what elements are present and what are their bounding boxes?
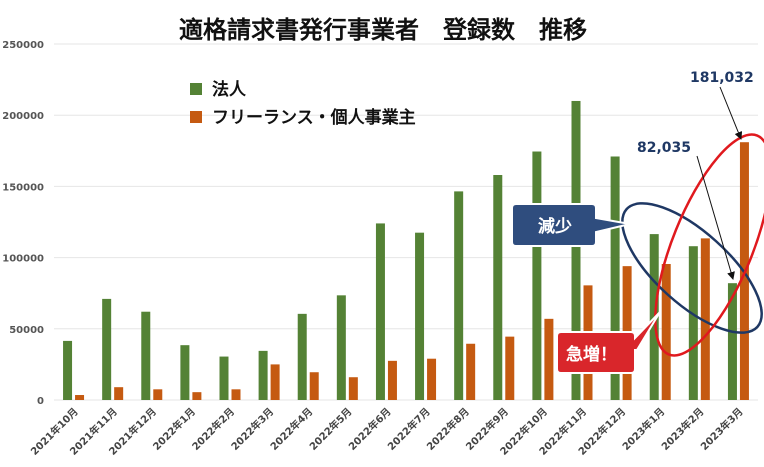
bar-corp [297, 313, 307, 400]
bar-corp [63, 340, 73, 400]
bar-indiv [231, 389, 241, 400]
bar-corp [415, 232, 425, 400]
bar-corp [688, 246, 698, 400]
bar-corp [454, 191, 464, 400]
y-axis-ticks: 0 50000 100000 150000 200000 250000 [2, 40, 44, 407]
chart-title: 適格請求書発行事業者 登録数 推移 [179, 16, 587, 44]
y-tick-label: 250000 [2, 40, 44, 51]
bar-corp [375, 223, 385, 400]
bar-indiv [700, 238, 710, 400]
y-tick-label: 50000 [9, 325, 44, 336]
bar-indiv [270, 364, 280, 400]
callout-surge: 急増！ [556, 311, 661, 374]
bar-indiv [505, 336, 515, 400]
bar-indiv [387, 360, 397, 400]
bar-corp [219, 356, 229, 400]
bar-indiv [192, 392, 202, 400]
x-axis-ticks: 2021年10月2021年11月2021年12月2022年1月2022年2月20… [28, 405, 746, 458]
title-backdrop [130, 8, 630, 44]
callout-surge-label: 急増！ [566, 344, 617, 365]
bar-indiv [661, 264, 671, 400]
bar-indiv [75, 395, 85, 400]
annotation-indiv-last: 181,032 [690, 70, 754, 86]
bar-corp [493, 175, 503, 400]
bar-indiv [114, 387, 124, 400]
bar-corp [571, 100, 581, 401]
gridlines [54, 43, 758, 401]
annotation-corp-last: 82,035 [637, 140, 691, 156]
y-tick-label: 0 [37, 396, 44, 407]
bar-corp [336, 295, 346, 400]
legend-label-corp: 法人 [212, 79, 247, 100]
annotation-corp-arrow [696, 155, 735, 280]
y-tick-label: 150000 [2, 182, 44, 193]
bar-corp [102, 298, 112, 400]
callout-decrease-label: 減少 [538, 216, 572, 237]
annotation-indiv-arrow [719, 86, 743, 140]
bar-indiv [153, 389, 163, 400]
bar-indiv [309, 372, 319, 400]
legend-label-indiv: フリーランス・個人事業主 [212, 107, 416, 128]
bar-indiv [427, 358, 437, 400]
bar-corp [258, 350, 268, 400]
y-tick-label: 100000 [2, 254, 44, 265]
surge-ellipse [654, 133, 764, 357]
bar-indiv [348, 377, 358, 400]
bar-corp [610, 156, 620, 400]
legend-swatch-indiv [190, 111, 202, 123]
bar-corp [141, 311, 151, 400]
bar-corp [532, 151, 542, 400]
y-tick-label: 200000 [2, 111, 44, 122]
callout-decrease: 減少 [511, 203, 631, 247]
bar-corp [727, 283, 737, 400]
x-tick-label: 2023年3月 [698, 405, 746, 453]
bar-indiv [466, 343, 476, 400]
legend: 法人 フリーランス・個人事業主 [190, 79, 416, 128]
decrease-ellipse [621, 202, 763, 334]
legend-swatch-corp [190, 83, 202, 95]
bar-corp [180, 345, 190, 400]
bar-indiv [544, 318, 554, 400]
